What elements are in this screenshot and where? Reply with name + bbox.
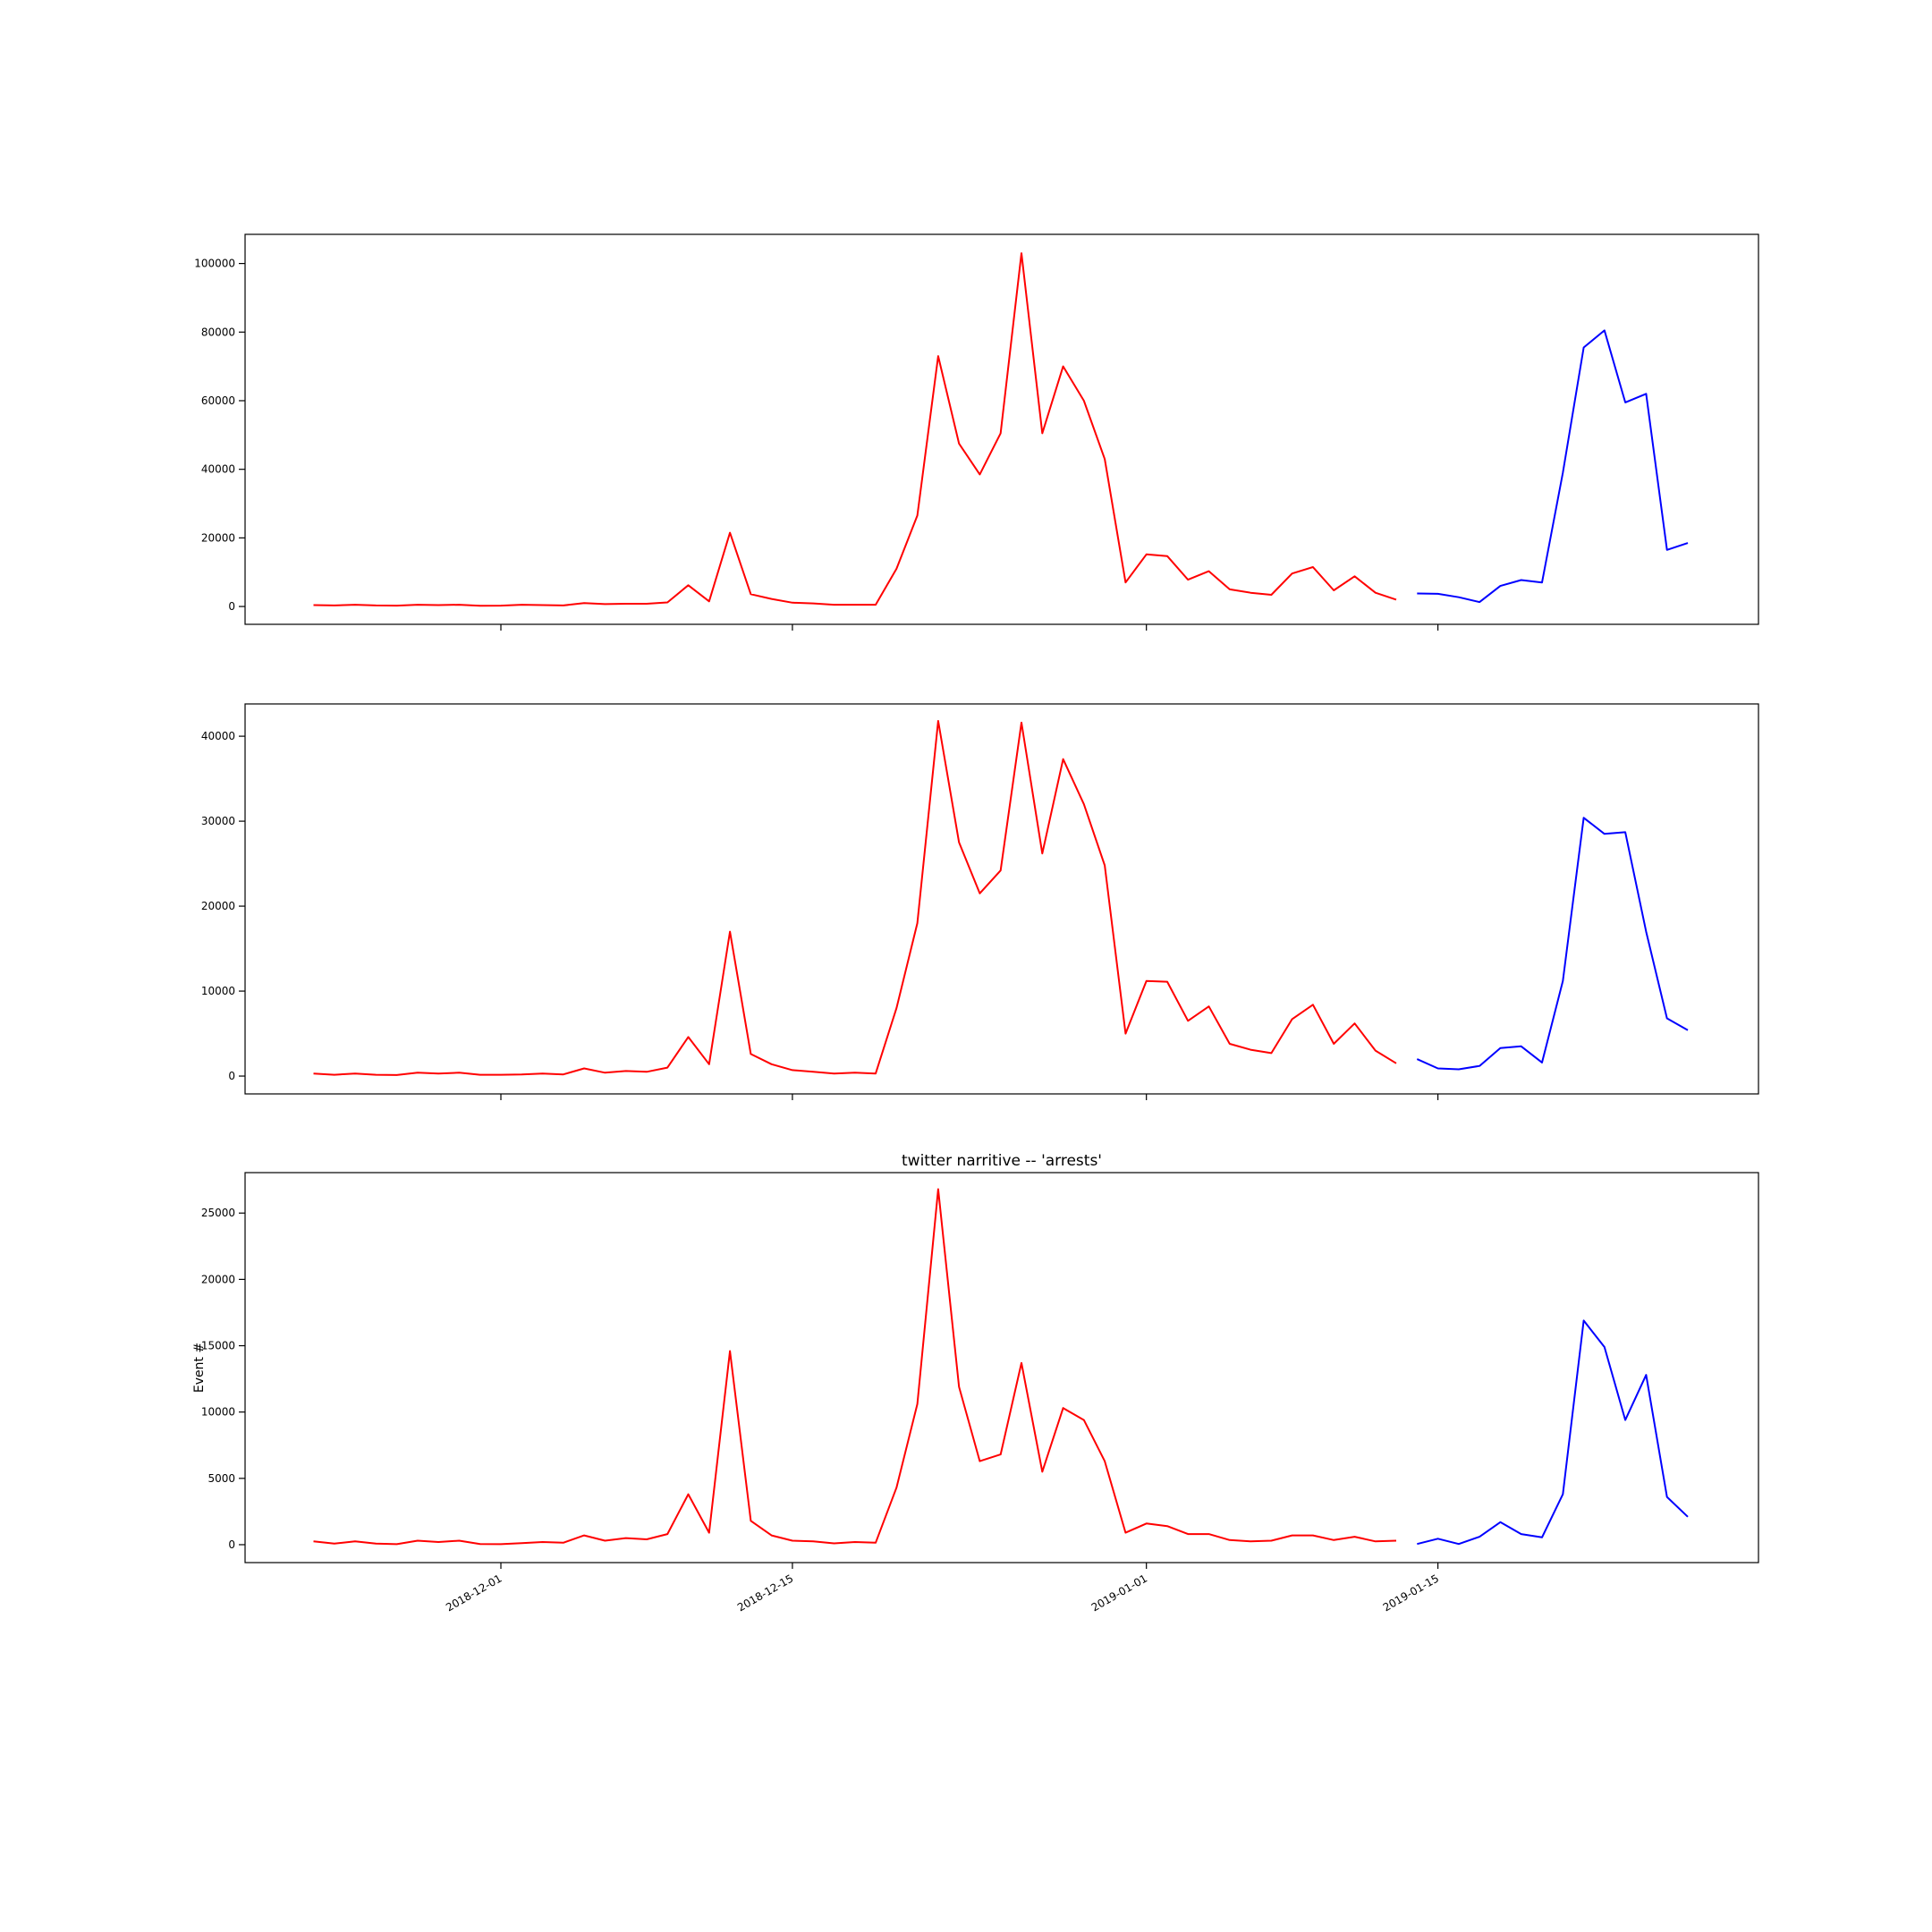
y-tick-label: 40000 xyxy=(201,463,235,476)
y-tick-label: 80000 xyxy=(201,326,235,338)
y-tick-label: 0 xyxy=(228,1538,235,1551)
y-tick-label: 0 xyxy=(228,600,235,613)
y-tick-label: 0 xyxy=(228,1070,235,1082)
y-tick-label: 100000 xyxy=(194,258,235,270)
x-tick-label: 2018-12-15 xyxy=(735,1572,795,1614)
y-tick-label: 10000 xyxy=(201,1406,235,1419)
axes-frame xyxy=(244,1172,1759,1563)
series-line-1 xyxy=(313,720,1397,1076)
series-line-2 xyxy=(1417,329,1689,604)
series-line-2 xyxy=(1416,817,1689,1071)
series-line-2 xyxy=(1417,1319,1689,1546)
subplot-2: 0 10000 20000 30000 40000 xyxy=(201,703,1759,1100)
series-line-1 xyxy=(313,252,1397,607)
x-tick-label: 2019-01-01 xyxy=(1089,1572,1149,1614)
y-tick-label: 30000 xyxy=(201,815,235,827)
y-tick-label: 5000 xyxy=(208,1472,235,1485)
y-tick-label: 15000 xyxy=(201,1340,235,1352)
y-tick-label: 20000 xyxy=(201,1273,235,1285)
subplot-1: 0 20000 40000 60000 80000 100000 xyxy=(194,233,1759,631)
chart-title: twitter narritive -- 'arrests' xyxy=(902,1152,1102,1170)
y-tick-label: 60000 xyxy=(201,394,235,407)
subplot-3: 0 5000 10000 15000 20000 25000 2018-12-01 2018-… xyxy=(192,1152,1759,1614)
x-tick-label: 2019-01-15 xyxy=(1381,1572,1441,1614)
y-tick-label: 20000 xyxy=(201,531,235,544)
y-axis-label: Event # xyxy=(192,1343,207,1393)
axes-frame xyxy=(244,233,1759,625)
y-tick-label: 25000 xyxy=(201,1207,235,1219)
y-tick-label: 40000 xyxy=(201,730,235,742)
series-line-1 xyxy=(313,1188,1397,1546)
x-tick-label: 2018-12-01 xyxy=(444,1572,504,1614)
y-tick-label: 10000 xyxy=(201,985,235,997)
axes-frame xyxy=(244,703,1759,1095)
y-tick-label: 20000 xyxy=(201,900,235,912)
